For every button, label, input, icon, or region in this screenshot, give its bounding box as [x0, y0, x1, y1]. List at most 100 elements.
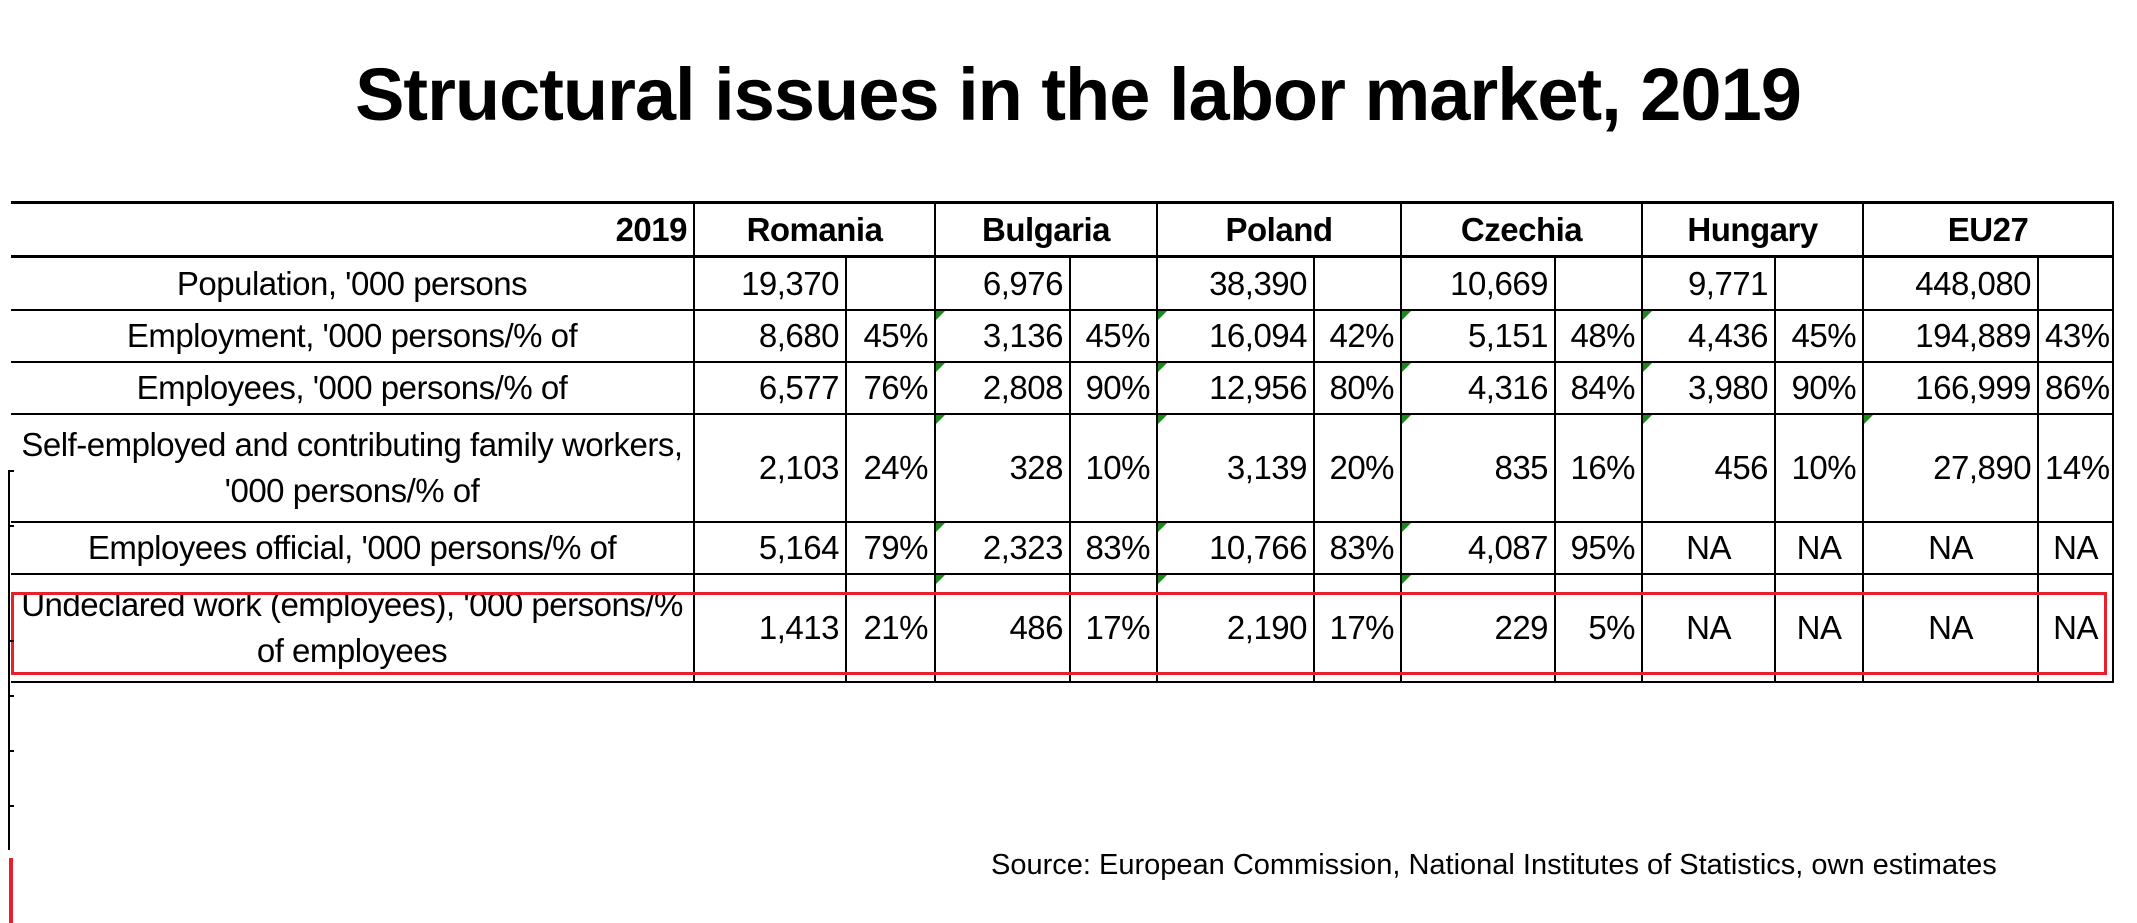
value: 4,436	[1687, 317, 1769, 354]
value-cell: 448,080	[1862, 255, 2040, 311]
percent: 16%	[1570, 449, 1636, 486]
value-cell: 10,669	[1400, 255, 1557, 311]
highlight-box	[11, 592, 2107, 675]
value: NA	[1928, 609, 1973, 646]
table-row: Self-employed and contributing family wo…	[11, 413, 2115, 523]
percent-cell: 83%	[1068, 521, 1159, 575]
percent: 48%	[1570, 317, 1636, 354]
value-cell: 9,771	[1641, 255, 1777, 311]
value-cell: 8,680	[693, 309, 847, 363]
value-cell: 2,323	[934, 521, 1071, 575]
value: 4,087	[1467, 529, 1549, 566]
percent-cell	[845, 255, 936, 311]
value-cell: 12,956	[1156, 361, 1316, 415]
error-indicator-icon	[1643, 311, 1653, 320]
percent-cell: 90%	[1068, 361, 1159, 415]
value-cell: 456	[1641, 413, 1777, 523]
value-cell: 229	[1400, 573, 1557, 683]
value-cell: 6,577	[693, 361, 847, 415]
error-indicator-icon	[936, 363, 945, 372]
error-indicator-icon	[1402, 415, 1412, 424]
value-cell: 3,980	[1641, 361, 1777, 415]
axis-tick	[8, 470, 14, 472]
percent-cell: NA	[1774, 521, 1865, 575]
error-indicator-icon	[1402, 311, 1412, 320]
percent-cell: 84%	[1554, 361, 1644, 415]
percent: 90%	[1085, 369, 1151, 406]
percent: 43%	[2045, 317, 2110, 354]
table-row: Employees official, '000 persons/% of 5,1…	[11, 521, 2115, 575]
percent-cell: NA	[1774, 573, 1865, 683]
value: 6,976	[982, 264, 1064, 302]
error-indicator-icon	[936, 311, 945, 320]
percent-cell	[2037, 255, 2115, 311]
axis-tick	[8, 525, 14, 527]
country-header: EU27	[1862, 201, 2115, 258]
percent: 14%	[2045, 449, 2110, 486]
value-cell: 10,766	[1156, 521, 1316, 575]
percent-cell: 10%	[1068, 413, 1159, 523]
table-row: Population, '000 persons 19,370 6,976 38,39…	[11, 255, 2115, 311]
value: 5,151	[1467, 317, 1549, 354]
value: 12,956	[1209, 369, 1308, 406]
percent: 90%	[1791, 369, 1857, 406]
percent-cell: 48%	[1554, 309, 1644, 363]
percent-cell: 21%	[845, 573, 936, 683]
value: 448,080	[1915, 264, 2032, 302]
value-cell: 5,164	[693, 521, 847, 575]
value: NA	[1928, 529, 1973, 566]
axis-tick	[8, 750, 14, 752]
percent-cell: 86%	[2037, 361, 2115, 415]
table-row: Employment, '000 persons/% of 8,680 45% 3,1…	[11, 309, 2115, 363]
error-indicator-icon	[1643, 415, 1653, 424]
value-cell: 4,436	[1641, 309, 1777, 363]
percent-cell: 95%	[1554, 521, 1644, 575]
value-cell: 3,136	[934, 309, 1071, 363]
percent-cell: 5%	[1554, 573, 1644, 683]
percent: 86%	[2045, 369, 2110, 406]
value-cell: 2,103	[693, 413, 847, 523]
value-cell: 328	[934, 413, 1071, 523]
percent: 42%	[1329, 317, 1395, 354]
value: 835	[1494, 449, 1549, 486]
percent: 17%	[1329, 609, 1395, 646]
country-header: Hungary	[1641, 201, 1865, 258]
error-indicator-icon	[1643, 363, 1653, 372]
percent-cell: 90%	[1774, 361, 1865, 415]
percent: 95%	[1570, 529, 1636, 566]
error-indicator-icon	[1158, 415, 1168, 424]
value-cell: 194,889	[1862, 309, 2040, 363]
error-indicator-icon	[1402, 575, 1412, 584]
value: 9,771	[1687, 264, 1769, 302]
percent: 20%	[1329, 449, 1395, 486]
value-cell: 38,390	[1156, 255, 1316, 311]
percent: 45%	[863, 317, 928, 354]
value: 6,577	[758, 369, 840, 406]
value: 2,323	[982, 529, 1064, 566]
percent: 45%	[1791, 317, 1857, 354]
percent: 83%	[1329, 529, 1395, 566]
percent-cell: 45%	[1068, 309, 1159, 363]
error-indicator-icon	[1158, 363, 1168, 372]
percent-cell: 76%	[845, 361, 936, 415]
error-indicator-icon	[1158, 523, 1168, 532]
percent: 10%	[1791, 449, 1857, 486]
value: 2,190	[1226, 609, 1308, 646]
value-cell: 3,139	[1156, 413, 1316, 523]
row-label: Employment, '000 persons/% of	[11, 309, 695, 363]
value-cell: 5,151	[1400, 309, 1557, 363]
value-cell: NA	[1641, 521, 1777, 575]
header-row: 2019 Romania Bulgaria Poland Czechia Hungary E…	[11, 201, 2115, 258]
percent: 5%	[1588, 609, 1636, 646]
page-title: Structural issues in the labor market, 2…	[355, 53, 1802, 136]
value-cell: 6,976	[934, 255, 1071, 311]
axis-tick	[8, 805, 14, 807]
percent-cell: 79%	[845, 521, 936, 575]
value: 3,980	[1687, 369, 1769, 406]
value-cell: 1,413	[693, 573, 847, 683]
percent-cell: 20%	[1313, 413, 1403, 523]
error-indicator-icon	[936, 415, 945, 424]
error-indicator-icon	[1864, 415, 1874, 424]
labor-market-table: 2019 Romania Bulgaria Poland Czechia Hungary E…	[11, 201, 2115, 683]
percent-cell: 24%	[845, 413, 936, 523]
